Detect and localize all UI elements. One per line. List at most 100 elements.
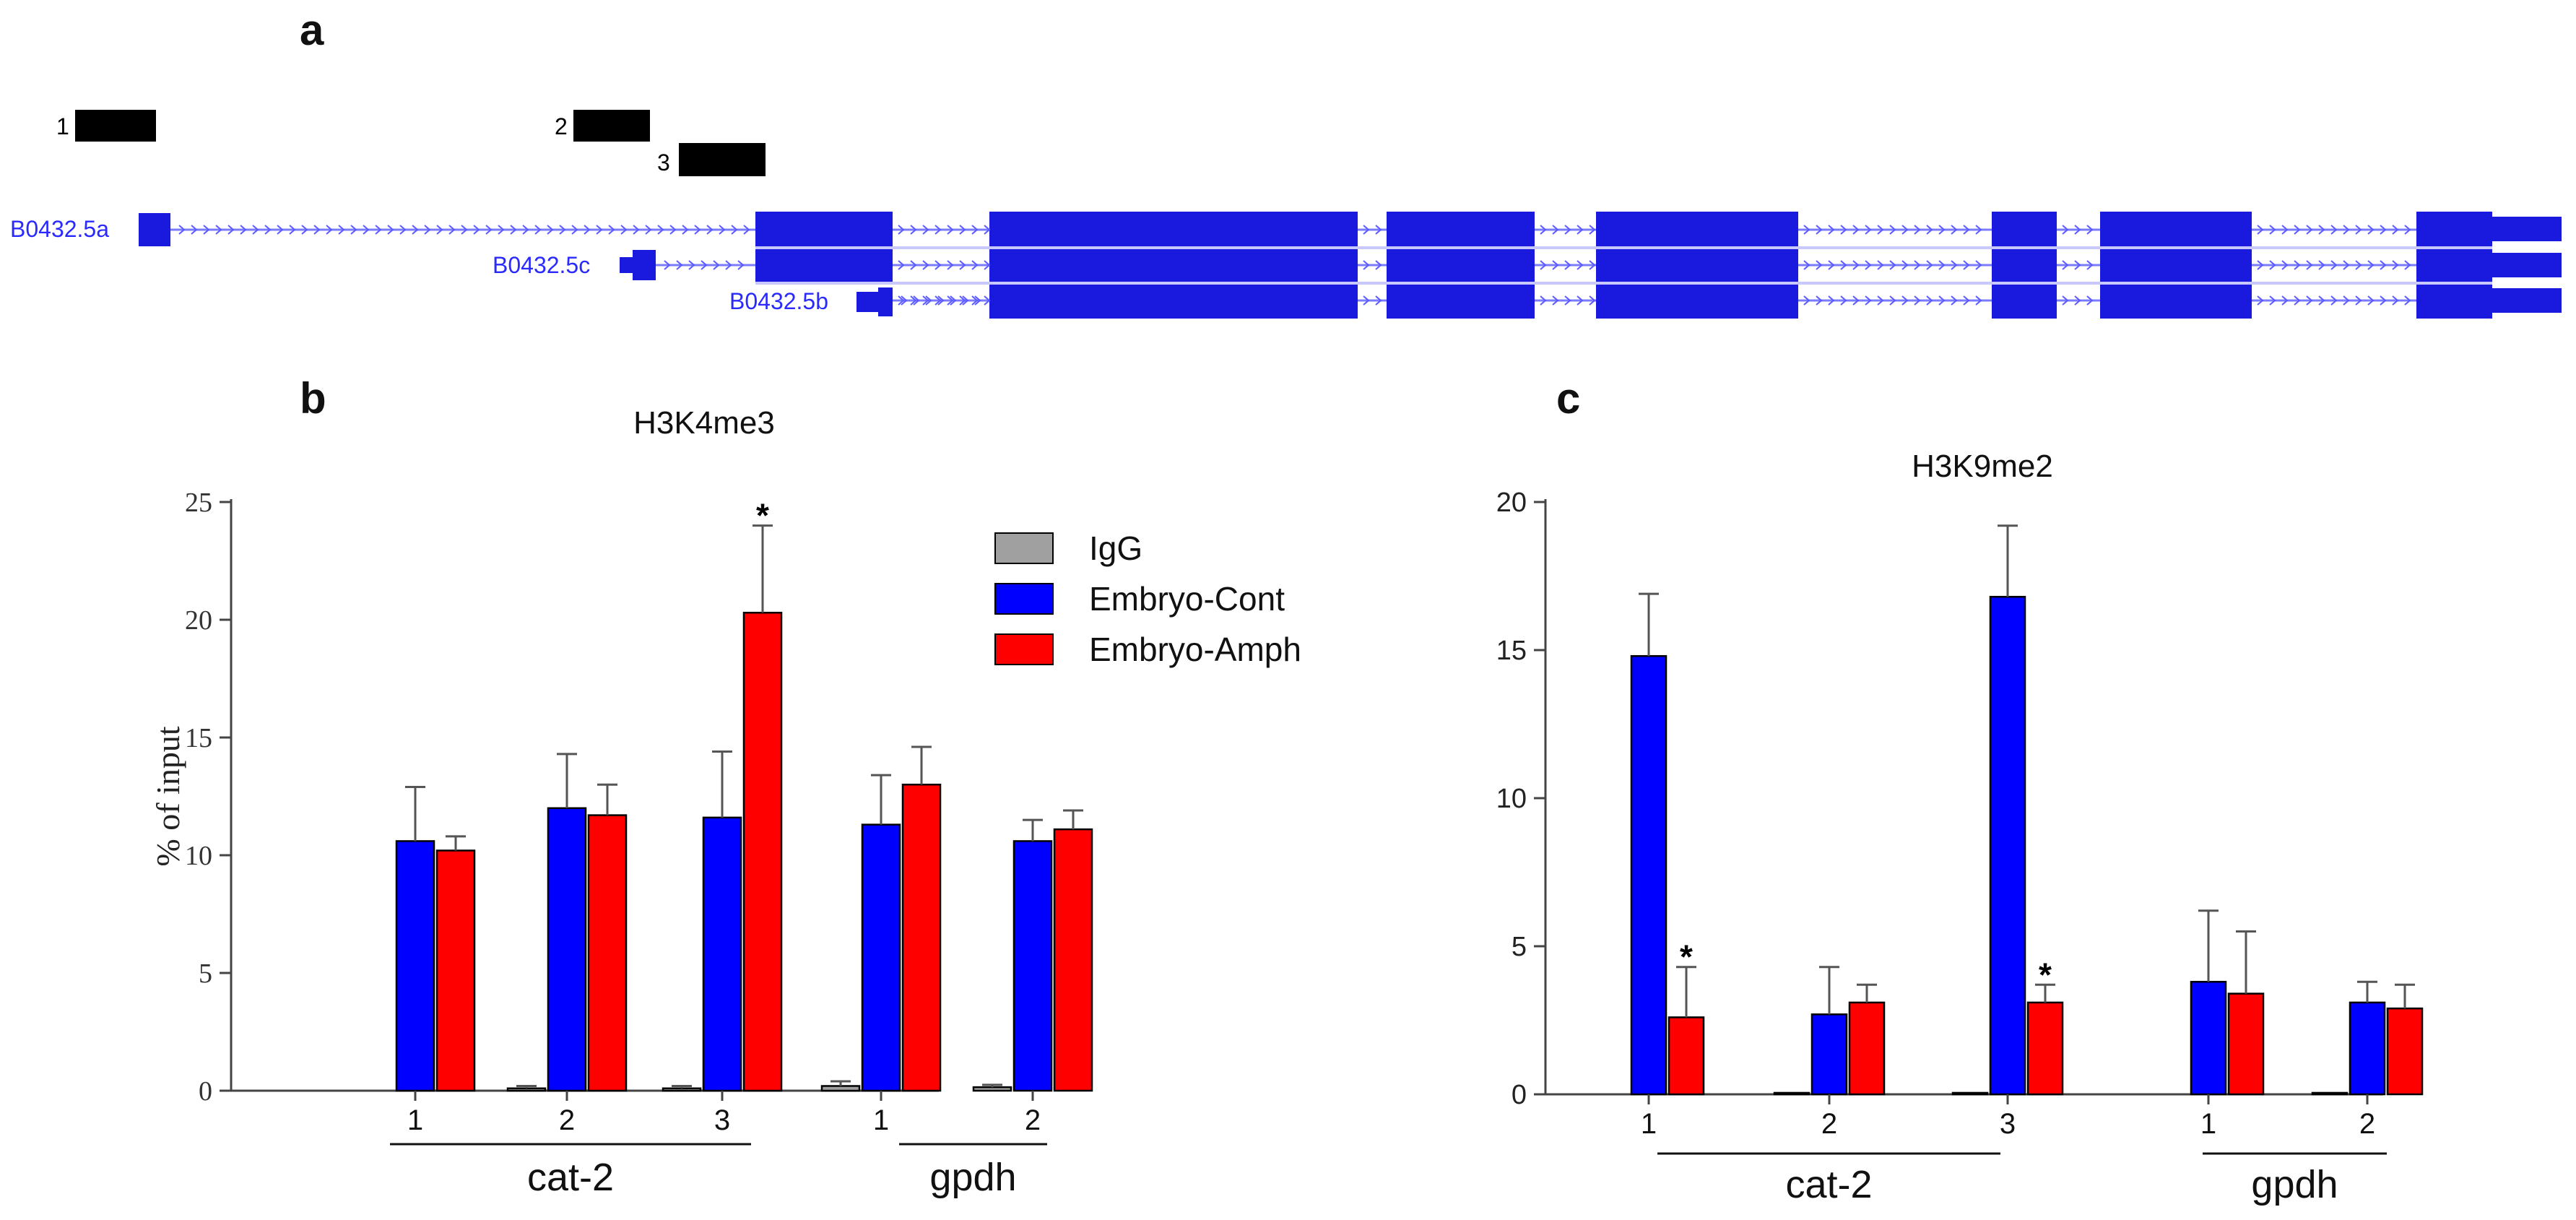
intron-arrow [1914, 225, 1921, 235]
x-tick-label: 3 [714, 1104, 730, 1136]
intron-arrow [984, 225, 991, 235]
panel-c-letter: c [1556, 374, 1580, 423]
intron-arrow [959, 260, 966, 270]
intron-arrow [1865, 260, 1872, 270]
intron-arrow [2330, 225, 2338, 235]
intron-arrow [620, 225, 628, 235]
intron-arrow [1363, 295, 1370, 306]
intron-arrow [1951, 260, 1958, 270]
transcript-label: B0432.5c [493, 252, 590, 278]
utr-c [2492, 253, 2562, 277]
intron-arrow [2294, 225, 2301, 235]
intron-arrow [350, 225, 357, 235]
bar [2190, 980, 2227, 1096]
intron-arrow [2330, 295, 2338, 306]
bar [820, 1085, 861, 1092]
intron-arrow [922, 260, 929, 270]
intron-arrow [913, 295, 920, 306]
bar [2386, 1007, 2424, 1096]
intron-arrows [664, 260, 745, 270]
bar [972, 1086, 1012, 1092]
bar [702, 816, 742, 1092]
group-label: gpdh [2251, 1163, 2338, 1206]
intron-arrow [412, 225, 419, 235]
amplicon-3: 3 [657, 143, 766, 176]
intron-arrow [1975, 295, 1982, 306]
intron-arrow [1889, 260, 1896, 270]
intron-arrow [2257, 295, 2264, 306]
intron-arrow [1963, 225, 1970, 235]
intron-arrows-shared [898, 225, 2411, 306]
intron-arrow [1828, 225, 1835, 235]
intron-arrow [2355, 225, 2362, 235]
intron-arrow [534, 225, 542, 235]
intron-arrow [313, 225, 321, 235]
amplicon-label: 2 [555, 113, 568, 139]
intron-arrow [2404, 260, 2411, 270]
intron-arrow [1852, 225, 1860, 235]
bar [547, 807, 587, 1092]
legend-item-amph: Embryo-Amph [994, 631, 1301, 668]
exon [2416, 212, 2492, 319]
amplicon-box [75, 110, 156, 142]
exon [1387, 212, 1535, 319]
intron-arrow [1901, 295, 1909, 306]
intron-arrow [2074, 225, 2081, 235]
intron-arrow [971, 225, 979, 235]
intron-arrow [1552, 260, 1559, 270]
intron-arrow [1816, 225, 1823, 235]
bar [435, 849, 476, 1092]
intron-arrow [2086, 225, 2094, 235]
x-tick-label: 1 [873, 1104, 889, 1136]
intron-arrow [1901, 260, 1909, 270]
intron-arrow [1901, 225, 1909, 235]
intron-arrow [584, 225, 591, 235]
chart-title: H3K4me3 [633, 405, 775, 441]
significance-star: * [756, 497, 769, 535]
significance-star: * [1680, 938, 1693, 976]
intron-arrow [1951, 225, 1958, 235]
intron-arrow [2074, 295, 2081, 306]
intron-arrow [1926, 225, 1933, 235]
panel-a-letter: a [300, 6, 324, 54]
intron-arrow [1564, 225, 1571, 235]
chart-h3k9me2: H3K9me2 0 5 10 15 20 1 2 3 1 2 * * cat-2 gpdh [1496, 449, 2424, 1206]
x-tick-label: 2 [2359, 1108, 2375, 1140]
y-tick-label: 20 [185, 605, 212, 636]
transcript-label: B0432.5a [10, 216, 109, 242]
intron-arrow [485, 225, 493, 235]
x-tick-label: 1 [2200, 1108, 2216, 1140]
bar [1668, 1016, 1705, 1096]
intron-arrow [947, 260, 954, 270]
legend-item-cont: Embryo-Cont [994, 580, 1285, 618]
intron-arrow [1589, 295, 1596, 306]
intron-arrow [2392, 295, 2399, 306]
intron-arrow [252, 225, 259, 235]
bar [742, 611, 783, 1092]
bar [1773, 1091, 1810, 1096]
x-tick-label: 2 [1821, 1108, 1837, 1140]
intron-arrow [676, 260, 683, 270]
amplicon-label: 1 [56, 113, 69, 139]
bar [587, 814, 628, 1092]
x-tick-label: 2 [1025, 1104, 1041, 1136]
intron-arrow [1375, 260, 1382, 270]
utr-b [2492, 288, 2562, 313]
intron-arrow [950, 295, 957, 306]
bar [1848, 1001, 1886, 1096]
intron-arrow [1589, 260, 1596, 270]
intron-arrow [947, 225, 954, 235]
intron-arrow [1577, 295, 1584, 306]
bar [1053, 828, 1093, 1092]
intron-arrow [1852, 260, 1860, 270]
exon [620, 257, 633, 273]
intron-arrow [1816, 295, 1823, 306]
y-tick-label: 5 [1512, 932, 1527, 962]
bar [1630, 654, 1668, 1096]
utr-a [2492, 217, 2562, 241]
intron-arrow [178, 225, 186, 235]
panel-b-letter: b [300, 374, 326, 423]
intron-arrow [1963, 295, 1970, 306]
intron-arrow [2380, 225, 2387, 235]
